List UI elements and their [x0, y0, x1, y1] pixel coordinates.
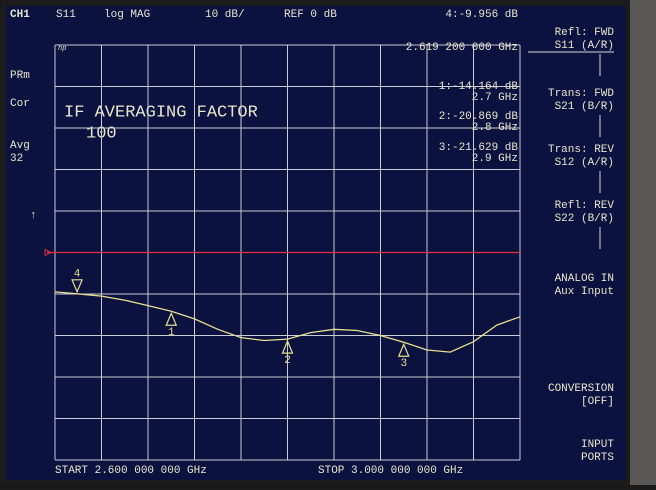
status: ↑ — [30, 210, 37, 222]
parameter: S11 — [56, 9, 76, 21]
softkey-label: S21 (B/R) — [555, 101, 614, 113]
softkey-label: [OFF] — [581, 396, 614, 408]
marker-label: 4 — [74, 269, 81, 281]
softkey-label: CONVERSION — [548, 383, 614, 395]
softkey-label: INPUT — [581, 439, 614, 451]
start-label: START 2.600 000 000 GHz — [55, 465, 207, 477]
readout-freq: 2.8 GHz — [472, 122, 518, 134]
softkey-label: S12 (A/R) — [555, 157, 614, 169]
stop-label: STOP 3.000 000 000 GHz — [318, 465, 463, 477]
status: 32 — [10, 153, 23, 165]
scale: 10 dB/ — [205, 9, 245, 21]
marker-label: 1 — [168, 327, 175, 339]
softkey-label: Trans: REV — [548, 144, 614, 156]
marker-label: 3 — [400, 358, 407, 370]
status: PRm — [10, 70, 30, 82]
reference: REF 0 dB — [284, 9, 337, 21]
softkey-label: ANALOG IN — [555, 273, 614, 285]
logo: hp — [58, 45, 66, 53]
marker-label: 2 — [284, 355, 291, 367]
format: log MAG — [104, 9, 150, 21]
channel: CH1 — [10, 9, 30, 21]
status: Avg — [10, 140, 30, 152]
softkey-label: Aux Input — [555, 286, 614, 298]
softkey-label: Trans: FWD — [548, 88, 614, 100]
readout-freq: 2.619 200 000 GHz — [406, 42, 518, 54]
display — [6, 6, 626, 480]
annotation: IF AVERAGING FACTOR — [64, 103, 258, 122]
softkey-label: S22 (B/R) — [555, 213, 614, 225]
softkey-label: PORTS — [581, 452, 614, 464]
frame-edge — [630, 0, 656, 485]
readout-freq: 2.9 GHz — [472, 153, 518, 165]
readout-freq: 2.7 GHz — [472, 92, 518, 104]
analyzer-screen: CH1 S11 log MAG 10 dB/ REF 0 dB hp PRm C… — [0, 0, 656, 485]
softkey-label: Refl: REV — [555, 200, 615, 212]
status: Cor — [10, 98, 30, 110]
softkey-label: S11 (A/R) — [555, 40, 614, 52]
softkey-label: Refl: FWD — [555, 27, 615, 39]
readout-value: 4:-9.956 dB — [445, 9, 518, 21]
